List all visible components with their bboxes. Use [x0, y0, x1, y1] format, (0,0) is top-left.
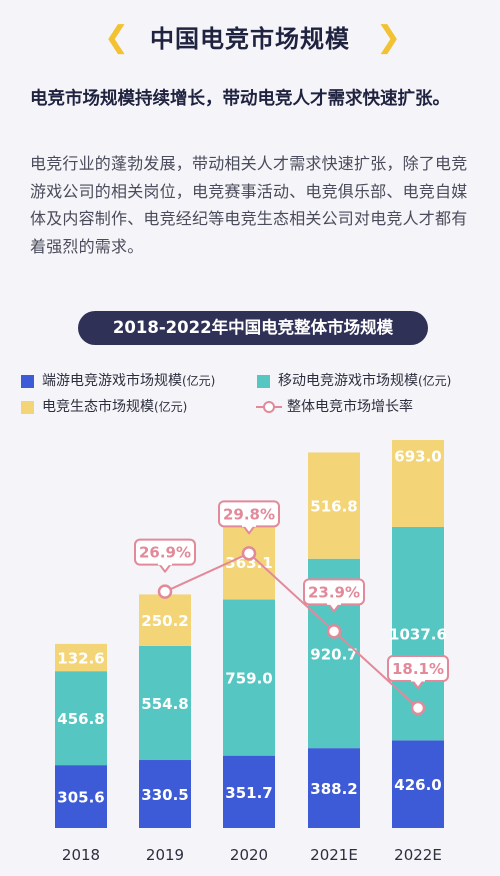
legend-unit: (亿元) [154, 400, 188, 414]
legend-swatch [21, 401, 34, 414]
growth-rate-label: 18.1% [392, 660, 444, 678]
x-tick-label: 2018 [62, 846, 100, 864]
data-label: 1037.6 [389, 626, 447, 644]
x-tick-label: 2019 [146, 846, 184, 864]
bar-segment [55, 765, 107, 828]
data-label: 759.0 [225, 670, 272, 688]
growth-rate-point [326, 624, 342, 639]
data-label: 693.0 [394, 448, 441, 466]
intro-headline: 电竞市场规模持续增长，带动电竞人才需求快速扩张。 [30, 89, 450, 109]
x-tick-label: 2022E [394, 846, 442, 864]
data-label: 456.8 [57, 710, 104, 728]
data-label: 132.6 [57, 650, 104, 668]
growth-rate-point [157, 584, 173, 599]
line-marker-icon [256, 401, 282, 413]
growth-rate-label: 23.9% [308, 583, 360, 601]
bar-segment [139, 594, 191, 646]
legend-label: 整体电竞市场增长率 [287, 399, 413, 415]
bar-segment [392, 740, 444, 828]
chevron-left-icon: ❮ [104, 20, 130, 55]
callout-pointer-mask [411, 678, 425, 682]
callout-pointer-mask [327, 601, 341, 605]
chart-title: 2018-2022年中国电竞整体市场规模 [78, 311, 428, 345]
data-label: 330.5 [141, 786, 188, 804]
bar-segment [223, 599, 275, 756]
callout-pointer-mask [158, 562, 172, 566]
bar-segment [55, 671, 107, 766]
callout-pointer-mask [242, 523, 256, 527]
bar-segment [139, 645, 191, 761]
growth-rate-label: 26.9% [139, 544, 191, 562]
data-label: 920.7 [310, 645, 357, 663]
chevron-right-icon: ❯ [376, 20, 402, 55]
legend-label: 移动电竞游戏市场规模 [278, 373, 418, 389]
intro-body: 电竞行业的蓬勃发展，带动相关人才需求快速扩张，除了电竞游戏公司的相关岗位，电竞赛… [30, 154, 468, 256]
legend-swatch [21, 375, 34, 388]
bar-segment [55, 643, 107, 672]
bar-segment [139, 760, 191, 828]
bar-segment [308, 452, 360, 559]
legend-unit: (亿元) [418, 374, 452, 388]
growth-rate-point [410, 700, 426, 716]
bar-segment [223, 755, 275, 828]
data-label: 554.8 [141, 695, 188, 713]
growth-rate-label: 29.8% [223, 505, 275, 523]
legend-label: 电竞生态市场规模 [42, 399, 154, 415]
data-label: 426.0 [394, 776, 441, 794]
bar-segment [308, 748, 360, 828]
legend-label: 端游电竞游戏市场规模 [42, 373, 182, 389]
data-label: 388.2 [310, 780, 357, 798]
data-label: 305.6 [57, 789, 104, 807]
x-tick-label: 2020 [230, 846, 268, 864]
data-label: 250.2 [141, 612, 188, 630]
page-title: 中国电竞市场规模 [150, 25, 350, 53]
header: ❮ 中国电竞市场规模 ❯ [0, 16, 500, 62]
data-label: 516.8 [310, 498, 357, 516]
bar-segment [392, 440, 444, 527]
growth-rate-point [241, 546, 257, 561]
data-label: 351.7 [225, 784, 272, 802]
legend-swatch [257, 375, 270, 388]
x-tick-label: 2021E [310, 846, 358, 864]
legend-unit: (亿元) [182, 374, 216, 388]
stacked-bar-chart: 305.6 456.8 132.6 2018 330.5 554.8 250.2 2019 35… [55, 440, 449, 864]
growth-rate-line [164, 552, 419, 709]
